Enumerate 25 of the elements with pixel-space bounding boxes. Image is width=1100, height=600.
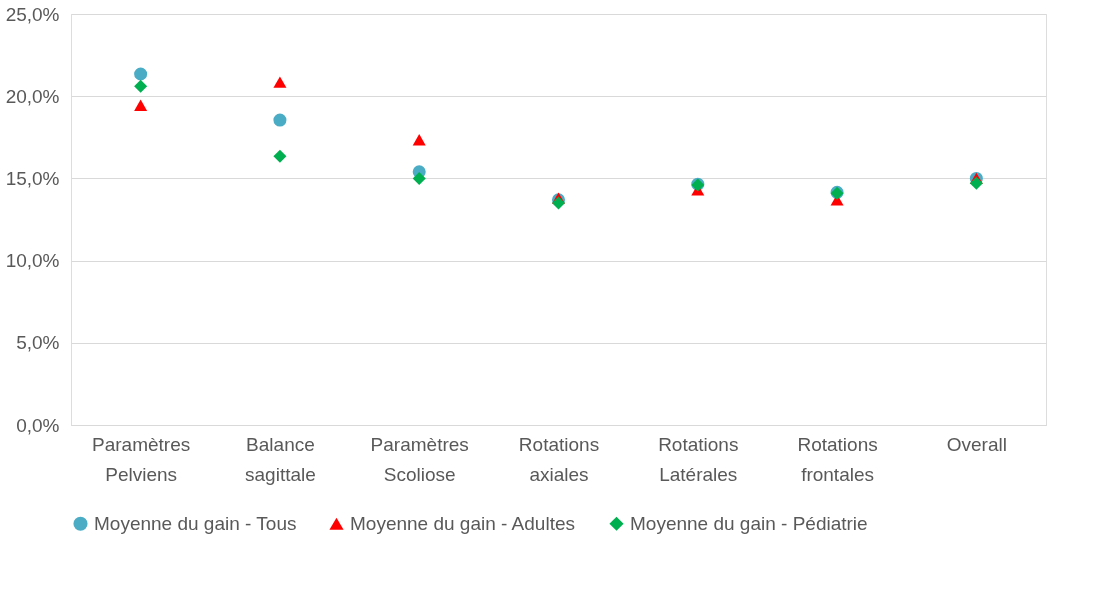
y-tick-label: 10,0%: [5, 250, 60, 272]
point: [412, 171, 426, 185]
x-tick-label: Rotations axiales: [518, 433, 600, 485]
y-tick-label: 20,0%: [5, 85, 60, 107]
point: [969, 176, 983, 190]
x-tick-label: Paramètres Pelviens: [92, 433, 191, 485]
x-tick-label: Balance sagittale: [245, 433, 316, 485]
y-tick-label: 15,0%: [5, 167, 60, 189]
x-tick-label: Rotations Latérales: [658, 433, 739, 485]
y-tick-label: 25,0%: [5, 3, 60, 25]
point: [134, 79, 148, 93]
point: [134, 99, 148, 111]
point: [273, 76, 287, 88]
legend-label: Moyenne du gain - Tous: [94, 512, 297, 534]
x-tick-label: Paramètres Scoliose: [370, 433, 469, 485]
point: [134, 67, 148, 81]
x-tick-label: Rotations frontales: [797, 433, 878, 485]
point: [273, 113, 287, 127]
y-tick-label: 0,0%: [16, 414, 60, 436]
point: [412, 134, 426, 146]
legend-label: Moyenne du gain - Pédiatrie: [630, 512, 868, 534]
y-tick-label: 5,0%: [16, 332, 60, 354]
x-tick-label: Overall: [946, 433, 1007, 455]
legend-label: Moyenne du gain - Adultes: [350, 512, 575, 534]
point: [273, 149, 287, 163]
